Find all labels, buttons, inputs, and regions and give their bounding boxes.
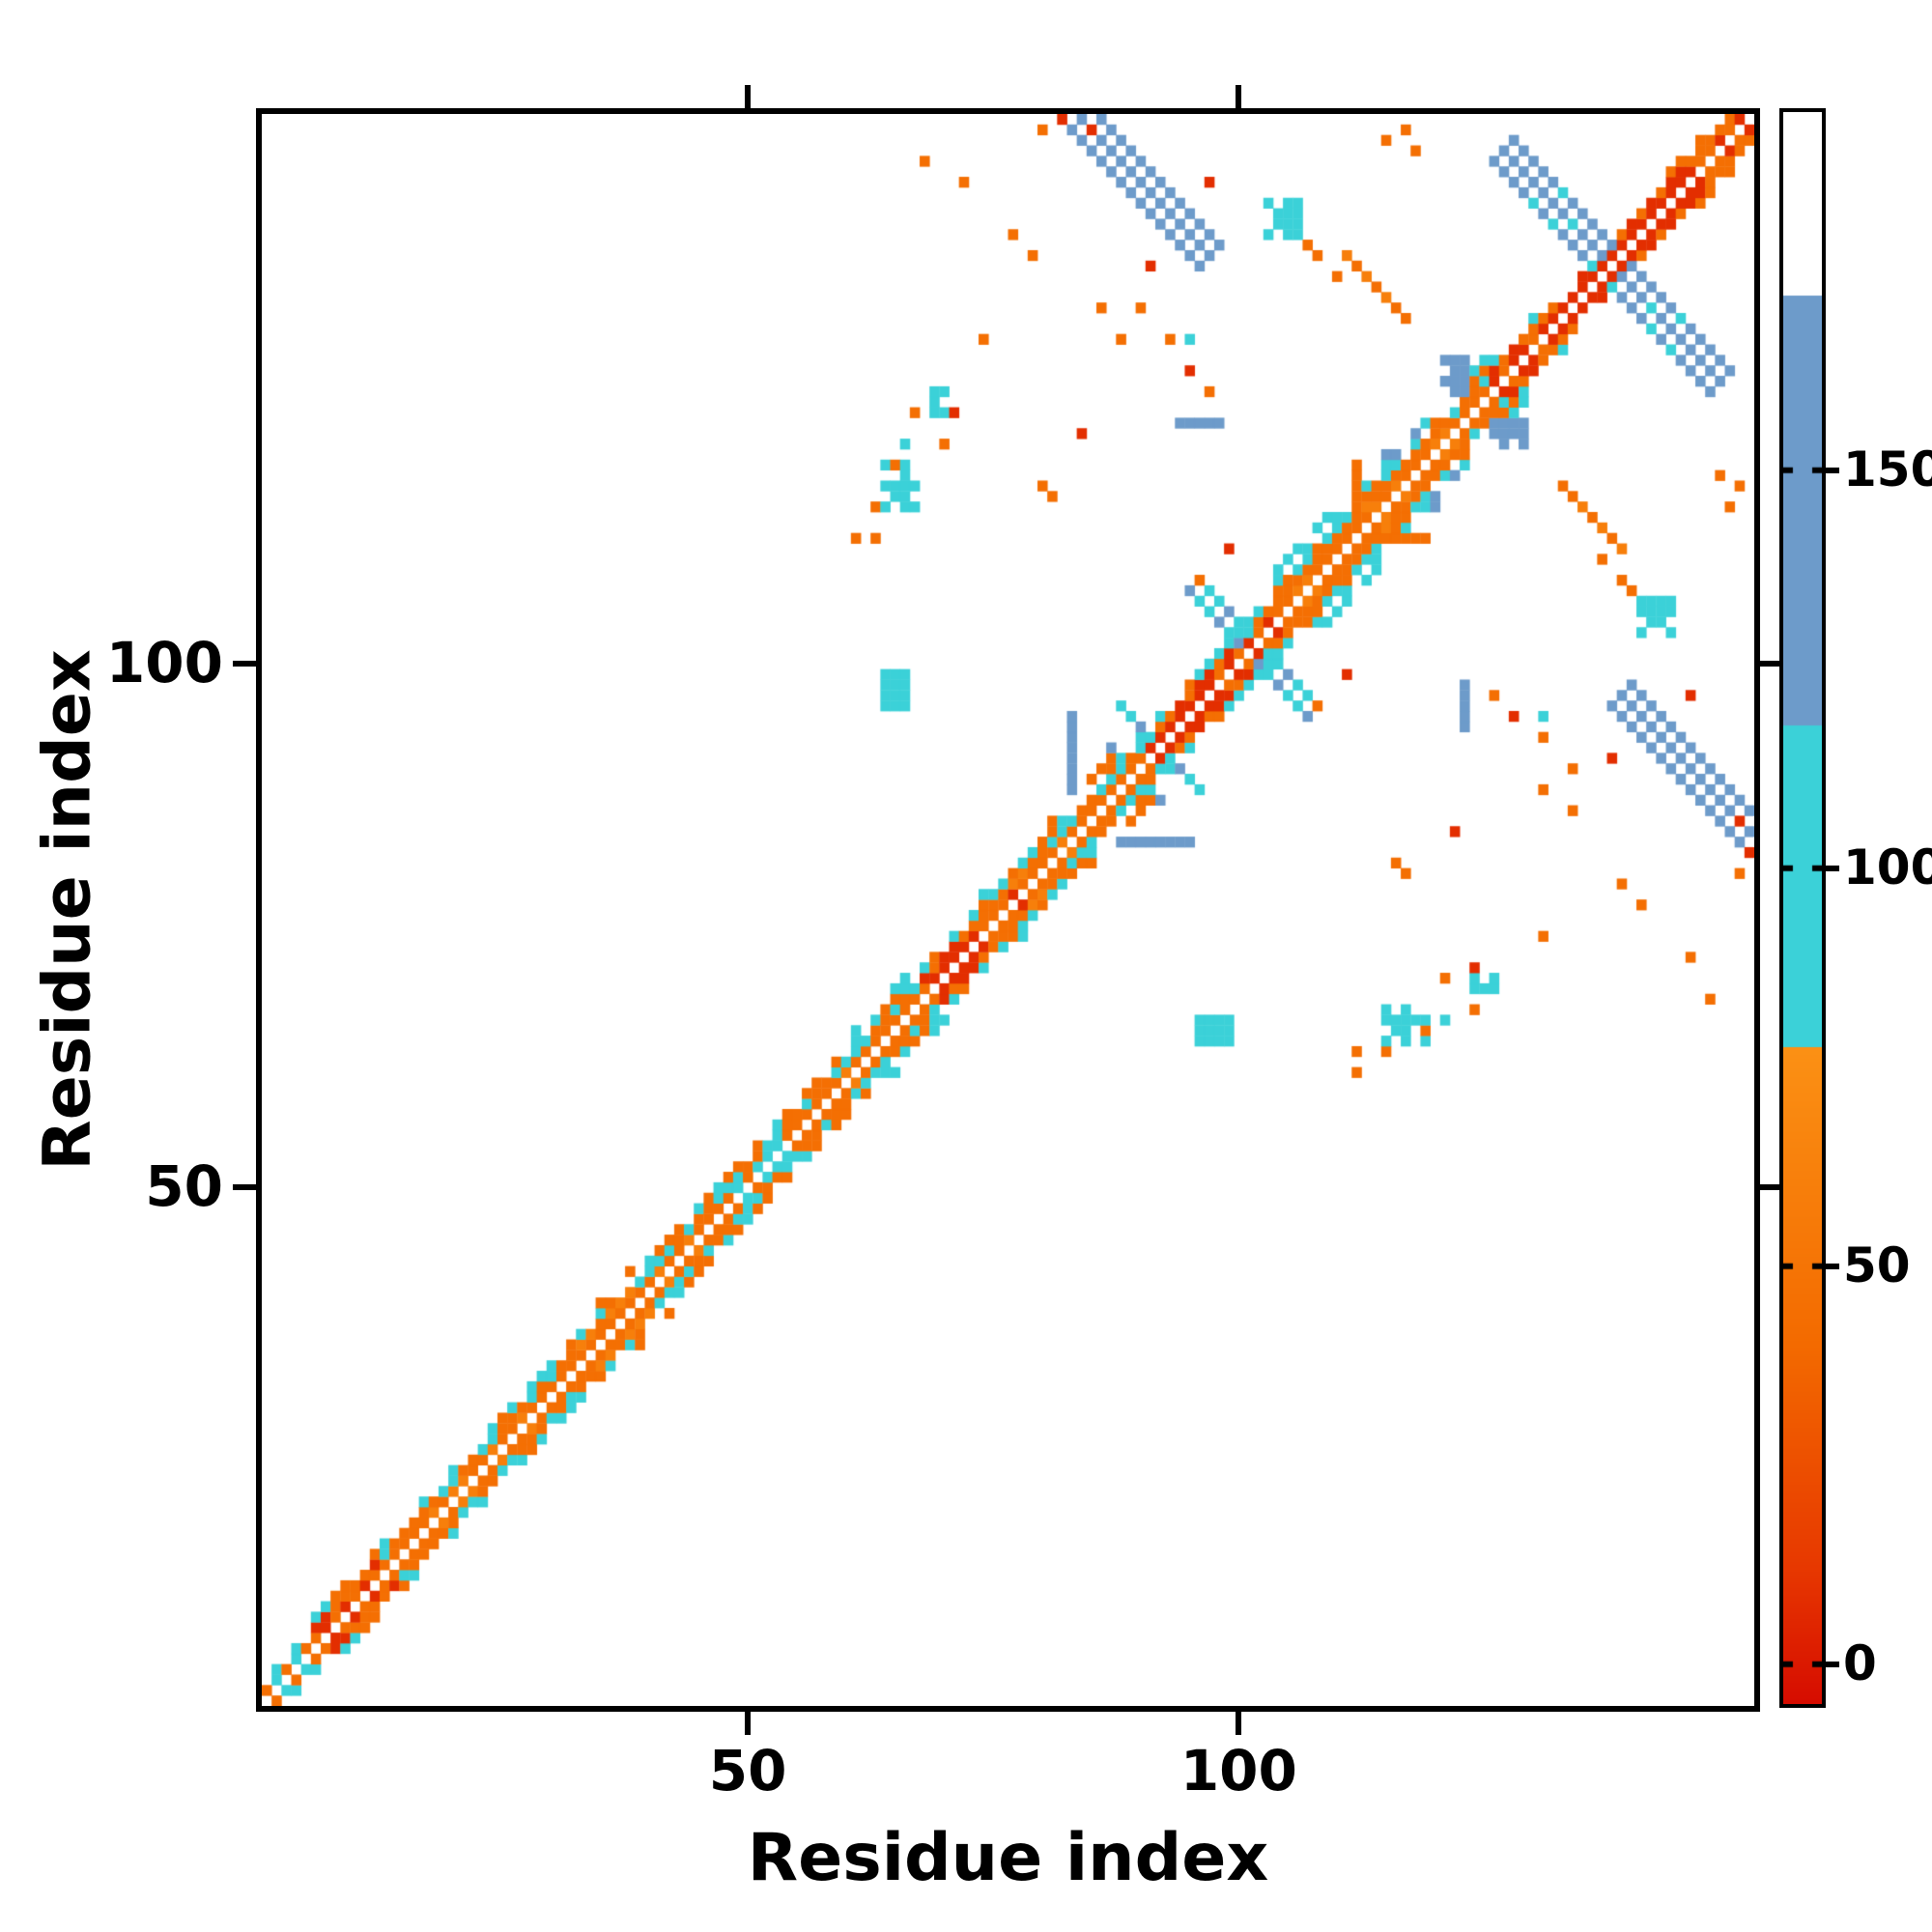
x-tick-label: 100 bbox=[1179, 1738, 1297, 1804]
x-tick-top bbox=[1236, 85, 1242, 108]
y-tick-label: 100 bbox=[105, 630, 223, 696]
y-axis-label: Residue index bbox=[29, 649, 106, 1171]
y-tick-right bbox=[1760, 661, 1783, 668]
colorbar-tick-label: 100 bbox=[1843, 838, 1932, 895]
colorbar-tick bbox=[1826, 467, 1839, 473]
y-tick-label: 50 bbox=[145, 1153, 223, 1220]
x-tick-bottom bbox=[745, 1712, 752, 1735]
y-tick-left bbox=[233, 1184, 256, 1191]
y-tick-left bbox=[233, 661, 256, 668]
colorbar-tick-label: 50 bbox=[1843, 1236, 1911, 1293]
heatmap-canvas bbox=[256, 108, 1760, 1712]
x-axis-label: Residue index bbox=[747, 1820, 1269, 1896]
colorbar-tick bbox=[1826, 865, 1839, 871]
colorbar-canvas bbox=[1779, 108, 1826, 1708]
x-tick-bottom bbox=[1236, 1712, 1242, 1735]
colorbar-tick bbox=[1826, 1263, 1839, 1269]
y-tick-right bbox=[1760, 1184, 1783, 1191]
colorbar-tick-label: 150 bbox=[1843, 440, 1932, 497]
x-tick-top bbox=[745, 85, 752, 108]
colorbar-tick bbox=[1826, 1661, 1839, 1667]
x-tick-label: 50 bbox=[708, 1738, 787, 1804]
colorbar-tick-label: 0 bbox=[1843, 1634, 1877, 1691]
